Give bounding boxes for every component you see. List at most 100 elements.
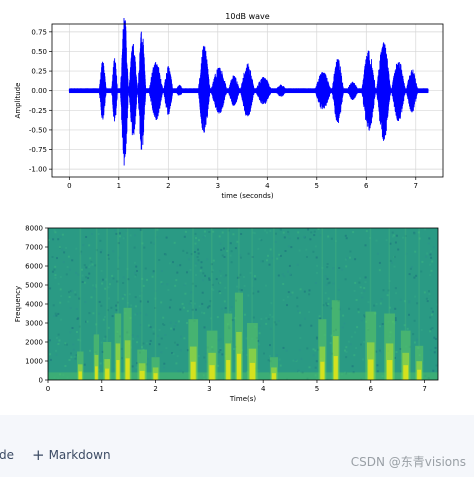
wave-noise-band xyxy=(69,88,429,94)
spectrogram-noise-cell xyxy=(338,267,341,269)
spectrogram-noise-cell xyxy=(197,355,200,357)
spectrogram-noise-cell xyxy=(315,360,318,363)
spectrogram-noise-cell xyxy=(426,300,429,303)
spectrogram-noise-cell xyxy=(100,304,103,307)
spectrogram-noise-cell xyxy=(190,253,193,256)
spectrogram-noise-cell xyxy=(266,259,268,262)
spectrogram-noise-cell xyxy=(239,254,242,257)
spectrogram-noise-cell xyxy=(181,302,184,305)
spectrogram-noise-cell xyxy=(359,277,362,280)
spectrogram-noise-cell xyxy=(330,334,333,337)
spec-ytick-label: 4000 xyxy=(25,301,43,309)
spectrogram-noise-cell xyxy=(420,270,423,273)
spectrogram-noise-cell xyxy=(223,256,226,258)
spectrogram-noise-cell xyxy=(428,293,431,296)
spectrogram-noise-cell xyxy=(431,327,434,329)
spectrogram-noise-cell xyxy=(307,228,310,231)
spectrogram-noise-cell xyxy=(315,336,318,339)
spectrogram-noise-cell xyxy=(183,283,186,286)
spectrogram-noise-cell xyxy=(279,364,282,367)
spectrogram-noise-cell xyxy=(155,236,158,239)
spectrogram-noise-cell xyxy=(190,291,193,294)
wave-xtick-label: 0 xyxy=(67,182,71,190)
spectrogram-noise-cell xyxy=(267,318,270,321)
spectrogram-noise-cell xyxy=(198,239,200,242)
spectrogram-noise-cell xyxy=(426,252,429,255)
spectrogram-noise-cell xyxy=(179,349,182,352)
spectrogram-noise-cell xyxy=(429,263,432,266)
spectrogram-noise-cell xyxy=(308,289,311,292)
add-markdown-button[interactable]: + Markdown xyxy=(32,448,111,463)
spectrogram-noise-cell xyxy=(101,282,104,285)
spectrogram-noise-cell xyxy=(252,316,255,319)
spectrogram-noise-cell xyxy=(347,340,350,343)
spectrogram-noise-cell xyxy=(308,311,311,314)
spectrogram-noise-cell xyxy=(194,264,197,267)
spectrogram-noise-cell xyxy=(88,312,91,315)
spectrogram-noise-cell xyxy=(341,268,344,271)
spec-ytick-label: 2000 xyxy=(25,339,43,347)
spectrogram-noise-cell xyxy=(257,339,260,342)
spec-xtick-label: 0 xyxy=(46,385,50,393)
spectrogram-noise-cell xyxy=(361,296,364,299)
spectrogram-noise-cell xyxy=(289,293,292,296)
code-button-label[interactable]: de xyxy=(0,448,14,462)
spectrogram-noise-cell xyxy=(91,233,93,235)
spectrogram-noise-cell xyxy=(48,239,50,242)
spectrogram-noise-cell xyxy=(423,291,426,294)
spectrogram-noise-cell xyxy=(131,365,134,368)
spectrogram-noise-cell xyxy=(409,267,412,270)
spectrogram-noise-cell xyxy=(269,313,272,316)
spectrogram-noise-cell xyxy=(147,300,149,303)
spectrogram-noise-cell xyxy=(102,278,104,281)
spectrogram-noise-cell xyxy=(385,239,388,242)
spectrogram-noise-cell xyxy=(240,233,243,235)
spectrogram-noise-cell xyxy=(219,242,222,245)
spectrogram-noise-cell xyxy=(245,337,248,340)
spectrogram-noise-cell xyxy=(258,332,261,335)
spectrogram-noise-cell xyxy=(201,291,204,294)
spectrogram-noise-cell xyxy=(120,347,123,350)
spectrogram-noise-cell xyxy=(141,346,143,349)
spectrogram-noise-cell xyxy=(220,307,223,310)
wave-xtick-label: 4 xyxy=(265,182,270,190)
spectrogram-noise-cell xyxy=(403,300,406,303)
spectrogram-noise-cell xyxy=(265,317,268,320)
spectrogram-noise-cell xyxy=(413,319,416,322)
spectrogram-noise-cell xyxy=(275,232,277,235)
spectrogram-high-streak xyxy=(79,228,82,352)
spectrogram-noise-cell xyxy=(154,297,157,300)
spectrogram-noise-cell xyxy=(394,307,397,310)
spectrogram-noise-cell xyxy=(112,277,115,280)
spectrogram-noise-cell xyxy=(287,230,290,233)
spectrogram-noise-cell xyxy=(65,246,68,249)
wave-ytick-label: -0.75 xyxy=(29,146,47,154)
spectrogram-noise-cell xyxy=(56,257,58,260)
spectrogram-noise-cell xyxy=(382,289,385,292)
spectrogram-noise-cell xyxy=(354,258,357,261)
spectrogram-noise-cell xyxy=(357,308,360,311)
spectrogram-noise-cell xyxy=(74,291,77,294)
spectrogram-noise-cell xyxy=(343,322,346,325)
spectrogram-noise-cell xyxy=(107,286,110,289)
spectrogram-noise-cell xyxy=(95,284,98,287)
spectrogram-energy-peak xyxy=(139,370,145,380)
spectrogram-noise-cell xyxy=(319,317,322,320)
spectrogram-noise-cell xyxy=(206,258,209,261)
spectrogram-noise-cell xyxy=(233,360,236,362)
spectrogram-noise-cell xyxy=(212,289,215,292)
spectrogram-noise-cell xyxy=(149,339,152,342)
spectrogram-noise-cell xyxy=(286,295,289,298)
spectrogram-noise-cell xyxy=(195,274,197,277)
spectrogram-noise-cell xyxy=(364,244,367,247)
spectrogram-high-streak xyxy=(126,228,129,308)
spectrogram-noise-cell xyxy=(389,306,391,309)
spectrogram-noise-cell xyxy=(275,323,278,326)
spectrogram-noise-cell xyxy=(318,315,321,318)
spectrogram-noise-cell xyxy=(208,231,211,233)
spectrogram-noise-cell xyxy=(85,236,88,238)
spectrogram-noise-cell xyxy=(378,269,381,272)
spectrogram-noise-cell xyxy=(75,308,78,310)
spectrogram-noise-cell xyxy=(59,288,62,291)
spectrogram-noise-cell xyxy=(95,249,98,252)
